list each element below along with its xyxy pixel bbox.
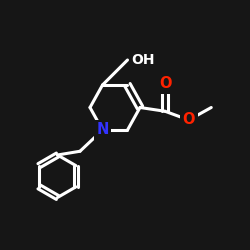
Text: OH: OH (131, 53, 155, 67)
Text: O: O (159, 76, 171, 91)
Text: N: N (96, 122, 109, 138)
Text: O: O (182, 112, 195, 128)
